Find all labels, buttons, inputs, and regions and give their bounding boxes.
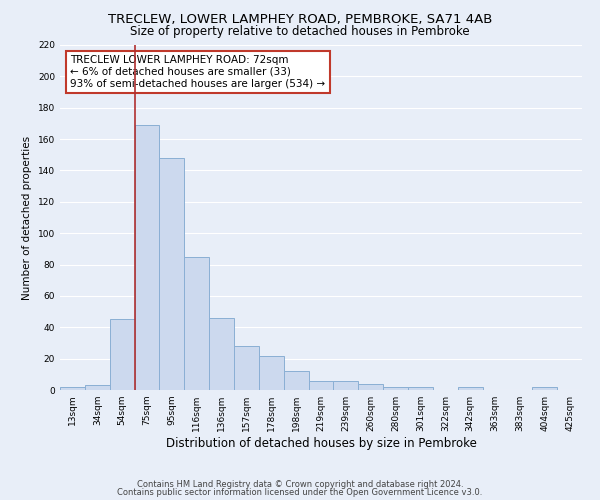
Text: TRECLEW LOWER LAMPHEY ROAD: 72sqm
← 6% of detached houses are smaller (33)
93% o: TRECLEW LOWER LAMPHEY ROAD: 72sqm ← 6% o… xyxy=(70,56,326,88)
Text: TRECLEW, LOWER LAMPHEY ROAD, PEMBROKE, SA71 4AB: TRECLEW, LOWER LAMPHEY ROAD, PEMBROKE, S… xyxy=(108,12,492,26)
Bar xyxy=(184,256,209,390)
Bar xyxy=(458,387,482,390)
Bar xyxy=(532,387,557,390)
Text: Contains HM Land Registry data © Crown copyright and database right 2024.: Contains HM Land Registry data © Crown c… xyxy=(137,480,463,489)
Bar xyxy=(209,318,234,390)
Bar xyxy=(234,346,259,390)
Bar xyxy=(383,387,408,390)
X-axis label: Distribution of detached houses by size in Pembroke: Distribution of detached houses by size … xyxy=(166,437,476,450)
Text: Size of property relative to detached houses in Pembroke: Size of property relative to detached ho… xyxy=(130,25,470,38)
Bar xyxy=(160,158,184,390)
Bar xyxy=(85,386,110,390)
Bar xyxy=(358,384,383,390)
Bar xyxy=(110,320,134,390)
Bar xyxy=(134,125,160,390)
Bar xyxy=(334,380,358,390)
Bar xyxy=(60,387,85,390)
Y-axis label: Number of detached properties: Number of detached properties xyxy=(22,136,32,300)
Bar xyxy=(284,371,308,390)
Bar xyxy=(308,380,334,390)
Text: Contains public sector information licensed under the Open Government Licence v3: Contains public sector information licen… xyxy=(118,488,482,497)
Bar xyxy=(408,387,433,390)
Bar xyxy=(259,356,284,390)
